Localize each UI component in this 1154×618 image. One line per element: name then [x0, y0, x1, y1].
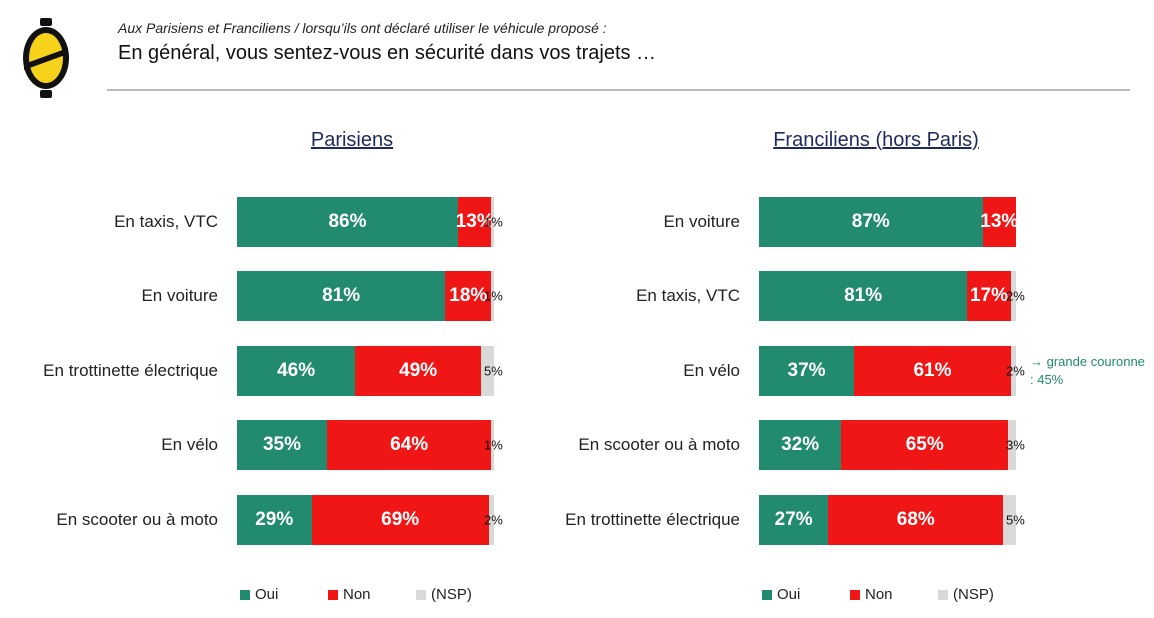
value-label: 2% — [1006, 363, 1025, 379]
bar-segment — [481, 346, 494, 396]
category-text: En voiture — [663, 212, 740, 231]
bar-segment — [237, 346, 356, 396]
value-label: 1% — [484, 288, 503, 304]
value-label: 2% — [1006, 288, 1025, 304]
bar-segment — [491, 420, 494, 470]
legend-swatch — [240, 590, 250, 600]
legend-swatch — [416, 590, 426, 600]
bar-segment — [967, 271, 1011, 321]
category-label: En taxis, VTC — [18, 192, 218, 252]
value-label: 5% — [484, 363, 503, 379]
value-label: 37% — [787, 360, 826, 381]
category-label: En trottinette électrique — [18, 341, 218, 401]
legend-swatch — [328, 590, 338, 600]
bar-segment — [237, 271, 446, 321]
value-label: 1% — [484, 214, 503, 230]
value-label: 87% — [851, 211, 890, 232]
bar-segment — [759, 346, 855, 396]
bar-segment — [458, 197, 492, 247]
value-label: 46% — [277, 360, 316, 381]
logo — [23, 18, 69, 98]
value-label: 17% — [969, 285, 1009, 306]
category-text: En vélo — [683, 361, 740, 380]
value-label: 13% — [455, 211, 494, 232]
intro: Aux Parisiens et Franciliens / lorsqu’il… — [118, 20, 607, 36]
bar-segment — [1003, 495, 1016, 545]
bar-segment — [237, 495, 312, 545]
question: En général, vous sentez-vous en sécurité… — [118, 42, 657, 64]
value-label: 69% — [381, 509, 420, 530]
bar-segment — [759, 197, 983, 247]
value-label: 49% — [399, 360, 438, 381]
legend-label: Oui — [255, 586, 279, 603]
value-label: 3% — [1006, 437, 1025, 453]
value-label: 65% — [905, 434, 944, 455]
bar-segment — [488, 495, 494, 545]
value-label: 18% — [449, 285, 488, 306]
value-label: 64% — [390, 434, 429, 455]
bar-segment — [326, 420, 492, 470]
bar-segment — [311, 495, 489, 545]
bar-segment — [237, 420, 327, 470]
category-label: En voiture — [540, 192, 740, 252]
bar-segment — [982, 197, 1016, 247]
annotation: → grande couronne : 45% — [1030, 354, 1145, 387]
value-label: 2% — [484, 512, 503, 528]
category-text: En trottinette électrique — [565, 510, 740, 529]
legend-label: Oui — [777, 586, 801, 603]
legend-label: Non — [343, 586, 371, 603]
category-label: En vélo — [18, 415, 218, 475]
value-label: 61% — [913, 360, 952, 381]
chart-title: Franciliens (hors Paris) — [773, 129, 979, 151]
bar-segment — [237, 197, 459, 247]
category-text: En voiture — [141, 286, 218, 305]
legend-swatch — [850, 590, 860, 600]
category-label: En vélo — [540, 341, 740, 401]
bar-segment — [355, 346, 482, 396]
category-text: En vélo — [161, 435, 218, 454]
bar-segment — [491, 271, 494, 321]
legend-label: (NSP) — [953, 586, 994, 603]
category-text: En taxis, VTC — [636, 286, 740, 305]
bar-segment — [759, 420, 842, 470]
divider — [107, 89, 1130, 91]
bar-segment — [1008, 420, 1016, 470]
category-label: En taxis, VTC — [540, 266, 740, 326]
value-label: 86% — [328, 211, 367, 232]
bar-segment — [1010, 346, 1016, 396]
bar-segment — [491, 197, 494, 247]
bar-segment — [828, 495, 1004, 545]
value-label: 81% — [844, 285, 883, 306]
legend-label: Non — [865, 586, 893, 603]
legend-swatch — [762, 590, 772, 600]
category-text: En taxis, VTC — [114, 212, 218, 231]
bar-segment — [854, 346, 1011, 396]
category-text: En scooter ou à moto — [578, 435, 740, 454]
value-label: 27% — [774, 509, 813, 530]
legend-label: (NSP) — [431, 586, 472, 603]
category-label: En scooter ou à moto — [18, 490, 218, 550]
value-label: 5% — [1006, 512, 1025, 528]
legend-swatch — [938, 590, 948, 600]
bar-segment — [445, 271, 492, 321]
bar-segment — [759, 271, 968, 321]
value-label: 81% — [322, 285, 361, 306]
category-label: En scooter ou à moto — [540, 415, 740, 475]
category-label: En trottinette électrique — [540, 490, 740, 550]
category-label: En voiture — [18, 266, 218, 326]
bar-segment — [1010, 271, 1016, 321]
category-text: En scooter ou à moto — [56, 510, 218, 529]
value-label: 68% — [896, 509, 935, 530]
bar-segment — [759, 495, 829, 545]
chart-title: Parisiens — [310, 129, 394, 151]
value-label: 29% — [255, 509, 294, 530]
value-label: 13% — [980, 211, 1019, 232]
bar-segment — [841, 420, 1009, 470]
category-text: En trottinette électrique — [43, 361, 218, 380]
value-label: 35% — [262, 434, 301, 455]
value-label: 32% — [781, 434, 820, 455]
value-label: 1% — [484, 437, 503, 453]
